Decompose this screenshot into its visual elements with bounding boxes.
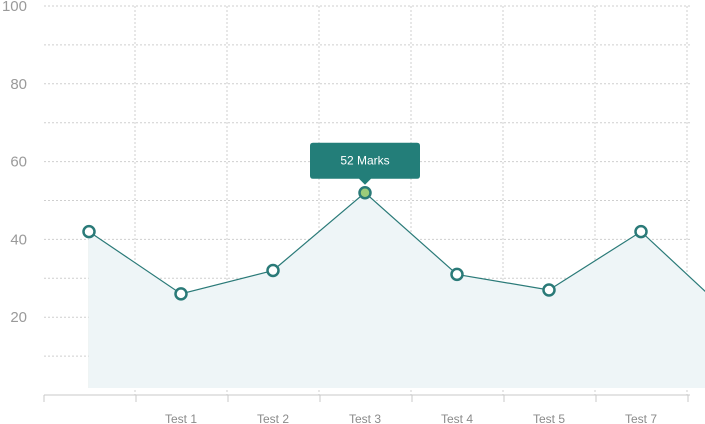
y-tick-label: 60 (10, 154, 27, 171)
data-point (450, 267, 464, 282)
data-point (542, 283, 556, 297)
y-tick-label: 20 (10, 309, 27, 326)
x-tick-label: Test 4 (441, 412, 473, 424)
series-line (88, 191, 705, 295)
y-tick-label: 100 (2, 0, 27, 15)
x-tick-label: Test 1 (165, 412, 197, 424)
series-points (82, 185, 648, 301)
y-axis-ticks: 100 80 60 40 20 (2, 0, 27, 326)
series-area (89, 192, 705, 388)
y-tick-label: 80 (10, 76, 27, 93)
tooltip-text: 52 Marks (340, 154, 389, 168)
tooltip: 52 Marks (310, 142, 420, 185)
data-point (266, 263, 280, 278)
data-point (634, 224, 648, 239)
data-point (358, 185, 372, 200)
data-point (174, 287, 188, 301)
data-point (82, 224, 96, 239)
x-tick-label: Test 3 (349, 412, 381, 424)
x-tick-label: Test 5 (533, 412, 565, 424)
x-axis-ticks: Test 1 Test 2 Test 3 Test 4 Test 5 Test 7 (165, 412, 657, 424)
y-tick-label: 40 (10, 231, 27, 248)
x-tick-label: Test 2 (257, 412, 289, 424)
tooltip-box (310, 142, 420, 185)
x-tick-label: Test 7 (625, 412, 657, 424)
